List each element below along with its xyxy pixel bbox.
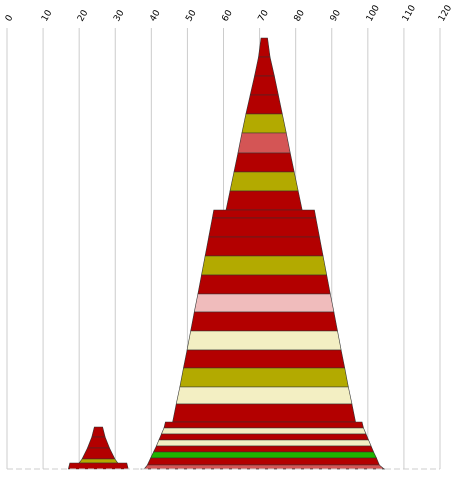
main-stack-band-18: [183, 349, 346, 369]
small-peak-band-5: [67, 462, 129, 470]
main-stack-band-5: [241, 113, 287, 134]
main-stack-band-15: [193, 293, 335, 313]
small-peak-band-1: [91, 426, 106, 438]
marks-layer: [67, 37, 390, 470]
small-peak: [67, 426, 129, 470]
main-stack-band-20: [175, 386, 353, 405]
main-stack-band-3: [249, 75, 279, 96]
main-stack-band-23: [160, 427, 367, 435]
x-tick-label-100: 100: [365, 3, 382, 23]
x-tick-label-70: 70: [257, 8, 272, 23]
small-peak-band-3: [81, 447, 116, 460]
main-stack-band-11: [208, 217, 320, 238]
x-tick-label-40: 40: [148, 8, 163, 23]
main-stack-band-2: [254, 56, 275, 77]
small-peak-band-2: [87, 436, 110, 449]
main-stack-band-16: [190, 311, 338, 332]
x-tick-label-120: 120: [437, 3, 452, 23]
x-tick-label-50: 50: [184, 8, 199, 23]
x-tick-label-90: 90: [329, 8, 344, 23]
main-stack-band-26: [153, 445, 375, 453]
main-stack-band-4: [245, 94, 283, 115]
x-tick-label-20: 20: [76, 8, 91, 23]
x-tick-label-10: 10: [40, 8, 55, 23]
x-tick-label-0: 0: [4, 13, 16, 23]
main-stack-band-8: [229, 171, 299, 192]
x-tick-label-80: 80: [293, 8, 308, 23]
x-tick-label-60: 60: [220, 8, 235, 23]
small-peak-band-4: [78, 458, 119, 464]
x-tick-label-110: 110: [401, 3, 418, 23]
main-stack-band-6: [237, 132, 291, 154]
main-stack-band-14: [197, 274, 331, 295]
main-stack-band-21: [172, 403, 356, 423]
main-stack-band-13: [201, 255, 328, 276]
main-stack-band-27: [150, 451, 377, 459]
main-stack-band-9: [225, 190, 303, 211]
main-stack-band-28: [146, 457, 380, 466]
main-stack-band-1: [258, 37, 271, 58]
x-tick-label-30: 30: [112, 8, 127, 23]
main-stack-band-24: [158, 433, 370, 441]
main-stack-band-10: [211, 209, 317, 219]
tick-labels: 0 10 20 30 40 50 60 70 80 90 100 110 120: [4, 3, 452, 23]
main-stack-band-12: [204, 236, 324, 257]
main-stack-band-29: [143, 464, 385, 470]
main-stack-band-22: [163, 421, 364, 429]
main-stack-band-19: [179, 367, 349, 388]
main-stack: [140, 37, 390, 470]
main-stack-band-17: [186, 330, 342, 351]
main-stack-band-25: [155, 439, 372, 447]
main-stack-band-7: [233, 152, 295, 173]
